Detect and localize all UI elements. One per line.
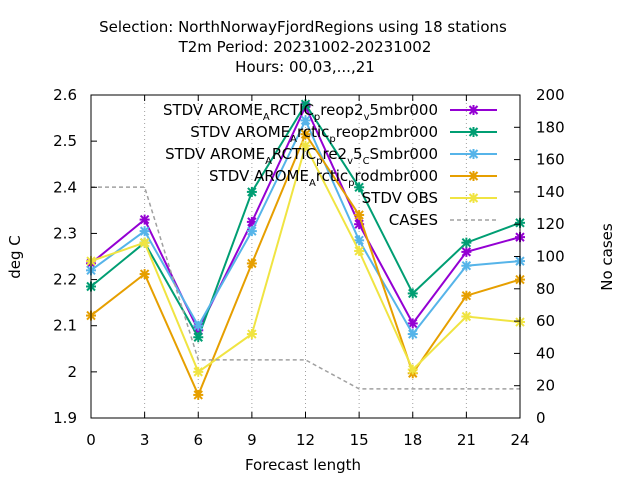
y2-tick-label: 140 — [536, 183, 565, 201]
legend-marker — [468, 149, 479, 159]
x-tick-label: 18 — [403, 431, 422, 449]
legend-label: STDV AROMEArcticpreop2mbr000 — [190, 123, 438, 145]
legend-item: STDV AROMEArcticpreop2mbr000 — [190, 123, 497, 145]
y2-tick-label: 180 — [536, 118, 565, 136]
data-point — [407, 364, 418, 375]
data-point — [354, 182, 365, 193]
y2-axis-label: No cases — [598, 223, 616, 291]
legend-marker — [468, 127, 479, 137]
data-point — [300, 129, 311, 140]
title-line-1: Selection: NorthNorwayFjordRegions using… — [99, 18, 507, 36]
data-point — [407, 318, 418, 329]
x-tick-label: 3 — [140, 431, 150, 449]
y-tick-label: 2.2 — [53, 271, 77, 289]
y2-tick-label: 80 — [536, 280, 555, 298]
legend-item: CASES — [389, 211, 497, 229]
data-point — [461, 311, 472, 322]
legend-label: CASES — [389, 211, 438, 229]
legend-label: STDV AROMEARCTICpreop2v5mbr000 — [163, 101, 438, 123]
x-tick-label: 0 — [86, 431, 96, 449]
data-point — [461, 237, 472, 248]
data-point — [461, 246, 472, 257]
y2-tick-label: 40 — [536, 344, 555, 362]
data-point — [407, 329, 418, 340]
title-line-3: Hours: 00,03,...,21 — [235, 58, 375, 76]
x-tick-label: 6 — [193, 431, 203, 449]
chart-title: Selection: NorthNorwayFjordRegions using… — [99, 18, 507, 76]
y2-tick-label: 100 — [536, 248, 565, 266]
data-point — [300, 115, 311, 126]
data-point — [193, 389, 204, 400]
data-point — [300, 140, 311, 151]
series-5 — [86, 140, 525, 377]
y-tick-label: 2.6 — [53, 86, 77, 104]
data-point — [354, 209, 365, 220]
series-3 — [86, 115, 525, 340]
legend-marker — [468, 193, 479, 203]
x-tick-label: 21 — [457, 431, 476, 449]
data-point — [246, 226, 257, 237]
y2-tick-label: 20 — [536, 377, 555, 395]
data-point — [139, 237, 150, 248]
data-point — [139, 269, 150, 280]
data-point — [246, 258, 257, 269]
x-tick-label: 9 — [247, 431, 257, 449]
series-4 — [86, 129, 525, 400]
data-point — [407, 288, 418, 299]
legend-marker — [468, 105, 479, 115]
data-point — [193, 320, 204, 331]
data-point — [461, 260, 472, 271]
data-point — [461, 290, 472, 301]
data-point — [139, 214, 150, 225]
y-tick-label: 2.4 — [53, 178, 77, 196]
axes: 0 3 6 9 12 15 18 21 24 1.9 2 2.1 2.2 2.3 2.4 2.5 2.6 0 20 4… — [53, 86, 565, 449]
y2-tick-label: 60 — [536, 312, 555, 330]
y-tick-label: 2.1 — [53, 317, 77, 335]
series-group — [86, 99, 525, 400]
x-axis-label: Forecast length — [245, 456, 361, 474]
data-point — [354, 245, 365, 256]
y-axis-label: deg C — [6, 235, 24, 279]
y-tick-label: 2.5 — [53, 132, 77, 150]
y2-tick-label: 0 — [536, 409, 546, 427]
legend-item: STDV AROMEArcticprodmbr000 — [209, 167, 497, 189]
legend-label: STDV AROMEArcticprodmbr000 — [209, 167, 438, 189]
legend-marker — [468, 171, 479, 181]
x-tick-label: 24 — [510, 431, 529, 449]
data-point — [246, 329, 257, 340]
data-point — [246, 186, 257, 197]
x-tick-label: 12 — [296, 431, 315, 449]
data-point — [193, 366, 204, 377]
y2-tick-label: 120 — [536, 215, 565, 233]
x-tick-label: 15 — [350, 431, 369, 449]
y-tick-label: 2 — [67, 363, 77, 381]
legend-label: STDV OBS — [362, 189, 438, 207]
legend-label: STDV AROMEARCTICpre2v5CSmbr000 — [165, 145, 438, 167]
series-6 — [91, 186, 520, 390]
y-tick-label: 2.3 — [53, 224, 77, 242]
data-point — [193, 332, 204, 343]
y2-tick-label: 200 — [536, 86, 565, 104]
title-line-2: T2m Period: 20231002-20231002 — [178, 38, 432, 56]
data-point — [354, 235, 365, 246]
legend-item: STDV OBS — [362, 189, 497, 207]
legend-item: STDV AROMEARCTICpreop2v5mbr000 — [163, 101, 497, 123]
legend-item: STDV AROMEARCTICpre2v5CSmbr000 — [165, 145, 497, 167]
data-point — [139, 226, 150, 237]
series-line — [91, 186, 520, 390]
y-tick-label: 1.9 — [53, 409, 77, 427]
y2-tick-label: 160 — [536, 151, 565, 169]
